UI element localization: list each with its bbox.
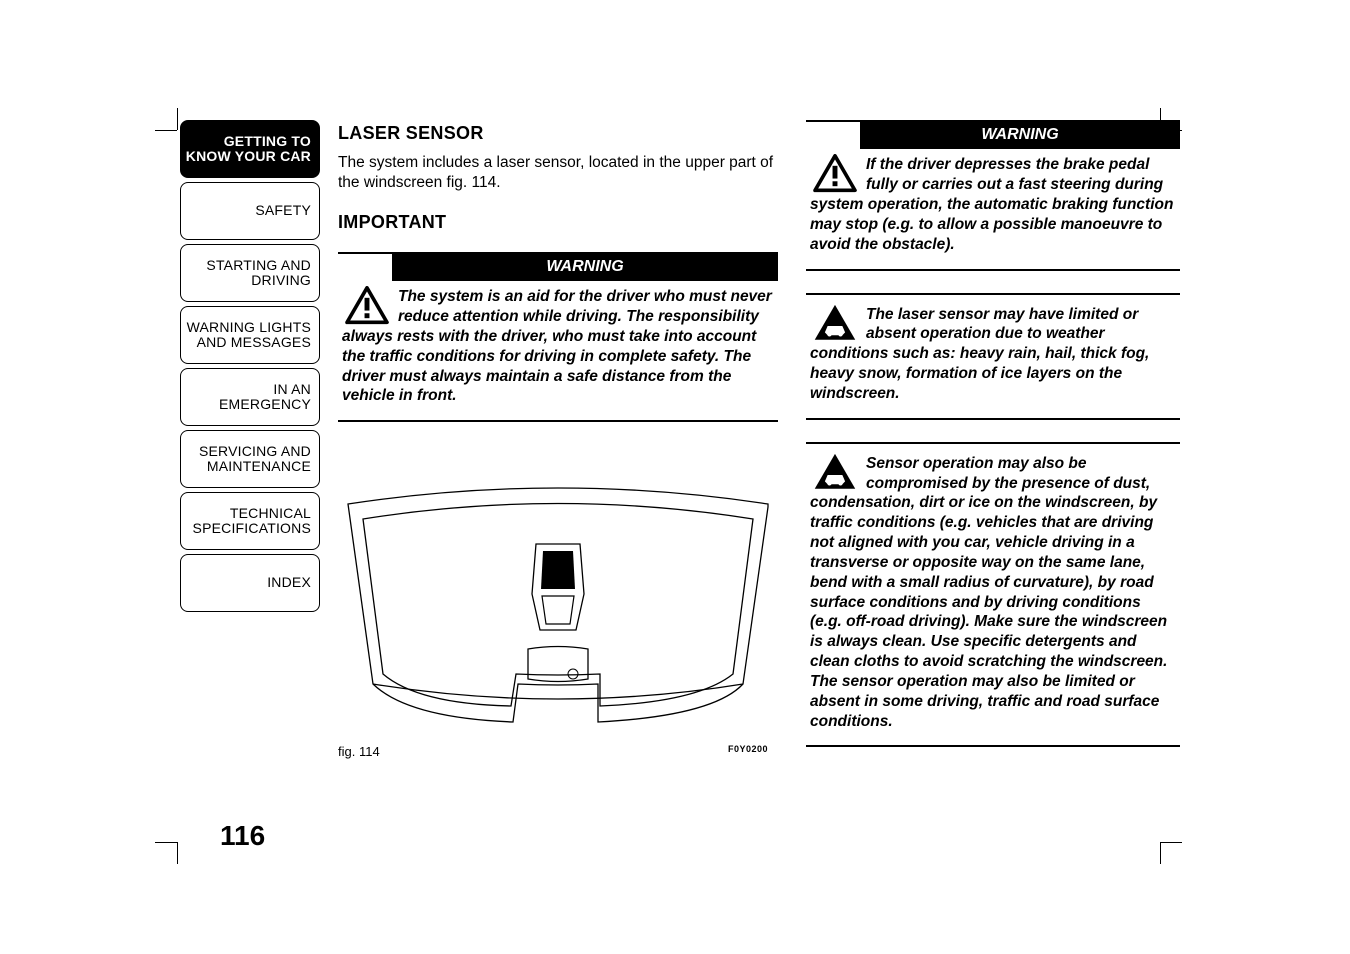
figure-code: F0Y0200 <box>728 744 768 761</box>
sidebar-item-label: INDEX <box>267 575 311 590</box>
sidebar-item-label: TECHNICAL SPECIFICATIONS <box>193 506 311 537</box>
caution-2-text: Sensor operation may also be compromised… <box>810 455 1167 730</box>
left-column: LASER SENSOR The system includes a laser… <box>338 120 778 850</box>
sidebar-item-getting-to-know[interactable]: GETTING TO KNOW YOUR CAR <box>180 120 320 178</box>
sidebar-item-technical-specs[interactable]: TECHNICAL SPECIFICATIONS <box>180 492 320 550</box>
warning-1-text: The system is an aid for the driver who … <box>342 288 772 404</box>
sidebar-nav: GETTING TO KNOW YOUR CAR SAFETY STARTING… <box>180 120 320 850</box>
caution-1-text: The laser sensor may have limited or abs… <box>810 306 1149 402</box>
sidebar-item-label: STARTING AND DRIVING <box>206 258 311 289</box>
laser-sensor-text: The system includes a laser sensor, loca… <box>338 153 778 193</box>
warning-title-bar-2: WARNING <box>860 122 1180 149</box>
sidebar-item-servicing[interactable]: SERVICING AND MAINTENANCE <box>180 430 320 488</box>
warning-title-bar: WARNING <box>392 254 778 281</box>
content-area: LASER SENSOR The system includes a laser… <box>320 120 1180 850</box>
sidebar-item-emergency[interactable]: IN AN EMERGENCY <box>180 368 320 426</box>
figure-114: fig. 114 F0Y0200 <box>338 474 778 760</box>
caution-box-2: Sensor operation may also be compromised… <box>806 442 1180 748</box>
caution-body-1: The laser sensor may have limited or abs… <box>806 295 1180 420</box>
crop-mark-bl <box>155 842 177 864</box>
right-column: WARNING If the driver depresses the brak… <box>806 120 1180 850</box>
sidebar-item-label: SAFETY <box>255 203 311 218</box>
warning-triangle-icon <box>812 154 858 194</box>
sidebar-item-starting-driving[interactable]: STARTING AND DRIVING <box>180 244 320 302</box>
caution-car-icon <box>812 452 858 492</box>
sidebar-item-label: SERVICING AND MAINTENANCE <box>199 444 311 475</box>
page-number: 116 <box>220 820 265 852</box>
warning-2-text: If the driver depresses the brake pedal … <box>810 156 1173 252</box>
warning-body-2: If the driver depresses the brake pedal … <box>806 149 1180 270</box>
sidebar-item-label: WARNING LIGHTS AND MESSAGES <box>187 320 311 351</box>
warning-box-1: WARNING The system is an aid for the dri… <box>338 252 778 422</box>
heading-laser-sensor: LASER SENSOR <box>338 122 778 145</box>
warning-triangle-icon <box>344 286 390 326</box>
sidebar-item-safety[interactable]: SAFETY <box>180 182 320 240</box>
caution-box-1: The laser sensor may have limited or abs… <box>806 293 1180 420</box>
page-container: GETTING TO KNOW YOUR CAR SAFETY STARTING… <box>180 120 1180 850</box>
figure-label: fig. 114 <box>338 744 380 761</box>
warning-body-1: The system is an aid for the driver who … <box>338 281 778 422</box>
sidebar-item-label: GETTING TO KNOW YOUR CAR <box>186 134 311 165</box>
warning-box-2: WARNING If the driver depresses the brak… <box>806 120 1180 271</box>
caution-car-icon <box>812 303 858 343</box>
caution-body-2: Sensor operation may also be compromised… <box>806 444 1180 748</box>
sidebar-item-index[interactable]: INDEX <box>180 554 320 612</box>
figure-caption: fig. 114 F0Y0200 <box>338 744 778 761</box>
sidebar-item-label: IN AN EMERGENCY <box>181 382 311 413</box>
crop-mark-tl <box>155 108 177 130</box>
sidebar-item-warning-lights[interactable]: WARNING LIGHTS AND MESSAGES <box>180 306 320 364</box>
heading-important: IMPORTANT <box>338 211 778 234</box>
